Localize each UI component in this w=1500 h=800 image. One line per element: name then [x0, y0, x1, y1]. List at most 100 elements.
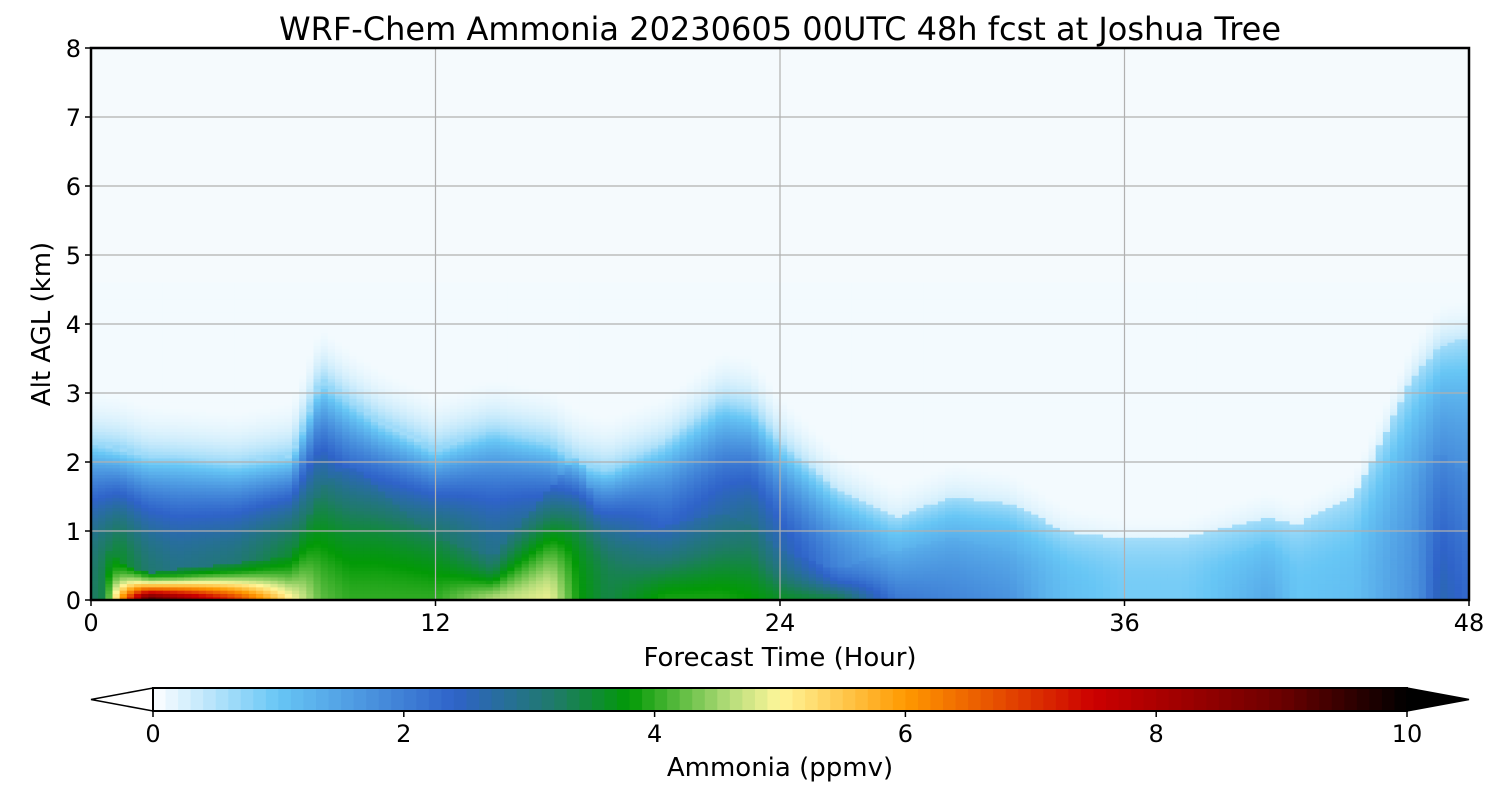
- field-cell: [119, 361, 128, 366]
- field-cell: [241, 557, 250, 561]
- field-cell: [320, 292, 329, 297]
- field-cell: [306, 431, 315, 436]
- field-cell: [370, 437, 379, 442]
- field-cell: [335, 537, 343, 542]
- field-cell: [449, 414, 458, 419]
- field-cell: [284, 315, 293, 320]
- field-cell: [105, 543, 114, 548]
- field-cell: [428, 345, 437, 350]
- field-cell: [457, 514, 465, 518]
- field-cell: [449, 477, 458, 482]
- field-cell: [270, 454, 279, 459]
- field-cell: [119, 431, 128, 436]
- field-cell: [263, 395, 272, 399]
- field-cell: [457, 335, 465, 340]
- field-cell: [435, 368, 444, 373]
- field-cell: [277, 414, 286, 419]
- field-cell: [205, 335, 214, 340]
- field-cell: [320, 530, 329, 535]
- field-cell: [241, 566, 250, 571]
- field-cell: [277, 282, 286, 287]
- field-cell: [162, 593, 171, 598]
- field-cell: [91, 404, 99, 409]
- field-cell: [342, 305, 350, 310]
- field-cell: [306, 484, 315, 489]
- field-cell: [162, 500, 171, 505]
- field-cell: [169, 305, 178, 310]
- field-cell: [342, 437, 350, 442]
- field-cell: [256, 295, 264, 300]
- field-cell: [378, 338, 386, 343]
- field-cell: [162, 428, 171, 432]
- field-cell: [335, 553, 343, 558]
- field-cell: [162, 335, 171, 340]
- field-cell: [227, 365, 236, 370]
- field-cell: [270, 576, 279, 581]
- field-cell: [284, 342, 293, 347]
- field-cell: [457, 292, 465, 297]
- field-cell: [378, 480, 386, 485]
- field-cell: [327, 494, 336, 499]
- field-cell: [449, 328, 458, 333]
- field-cell: [413, 335, 422, 340]
- field-cell: [291, 424, 300, 429]
- field-cell: [399, 424, 408, 429]
- field-cell: [248, 342, 257, 347]
- field-cell: [413, 305, 422, 310]
- field-cell: [191, 507, 200, 512]
- field-cell: [327, 282, 336, 287]
- field-cell: [349, 418, 358, 423]
- field-cell: [327, 421, 336, 426]
- field-cell: [413, 583, 422, 588]
- field-cell: [241, 507, 250, 512]
- field-cell: [284, 484, 293, 489]
- field-cell: [98, 454, 106, 459]
- field-cell: [220, 381, 228, 386]
- field-cell: [457, 295, 465, 300]
- field-cell: [406, 494, 415, 499]
- field-cell: [442, 355, 451, 360]
- field-cell: [220, 358, 228, 363]
- field-cell: [119, 490, 128, 495]
- field-cell: [449, 434, 458, 439]
- field-cell: [105, 586, 114, 591]
- field-cell: [291, 580, 300, 585]
- field-cell: [342, 404, 350, 409]
- field-cell: [105, 447, 114, 452]
- field-cell: [91, 494, 99, 499]
- field-cell: [378, 580, 386, 585]
- field-cell: [370, 580, 379, 585]
- field-cell: [421, 487, 429, 492]
- field-cell: [91, 299, 99, 304]
- field-cell: [119, 553, 128, 558]
- field-cell: [177, 510, 185, 515]
- field-cell: [162, 312, 171, 317]
- field-cell: [91, 441, 99, 446]
- field-cell: [413, 580, 422, 585]
- field-cell: [399, 570, 408, 575]
- field-cell: [105, 527, 114, 532]
- field-cell: [98, 285, 106, 290]
- field-cell: [399, 342, 408, 347]
- field-cell: [457, 590, 465, 594]
- field-cell: [356, 576, 365, 581]
- field-cell: [284, 547, 293, 552]
- field-cell: [378, 428, 386, 432]
- field-cell: [105, 365, 114, 370]
- field-cell: [162, 464, 171, 469]
- field-cell: [98, 338, 106, 343]
- field-cell: [119, 295, 128, 300]
- field-cell: [299, 441, 307, 446]
- field-cell: [464, 586, 472, 591]
- field-cell: [363, 434, 372, 439]
- field-cell: [335, 401, 343, 406]
- field-cell: [155, 381, 164, 386]
- field-cell: [449, 338, 458, 343]
- field-cell: [112, 570, 121, 575]
- field-cell: [363, 414, 372, 419]
- field-cell: [191, 530, 200, 535]
- field-cell: [169, 454, 178, 459]
- field-cell: [155, 309, 164, 313]
- field-cell: [370, 325, 379, 330]
- field-cell: [428, 517, 437, 522]
